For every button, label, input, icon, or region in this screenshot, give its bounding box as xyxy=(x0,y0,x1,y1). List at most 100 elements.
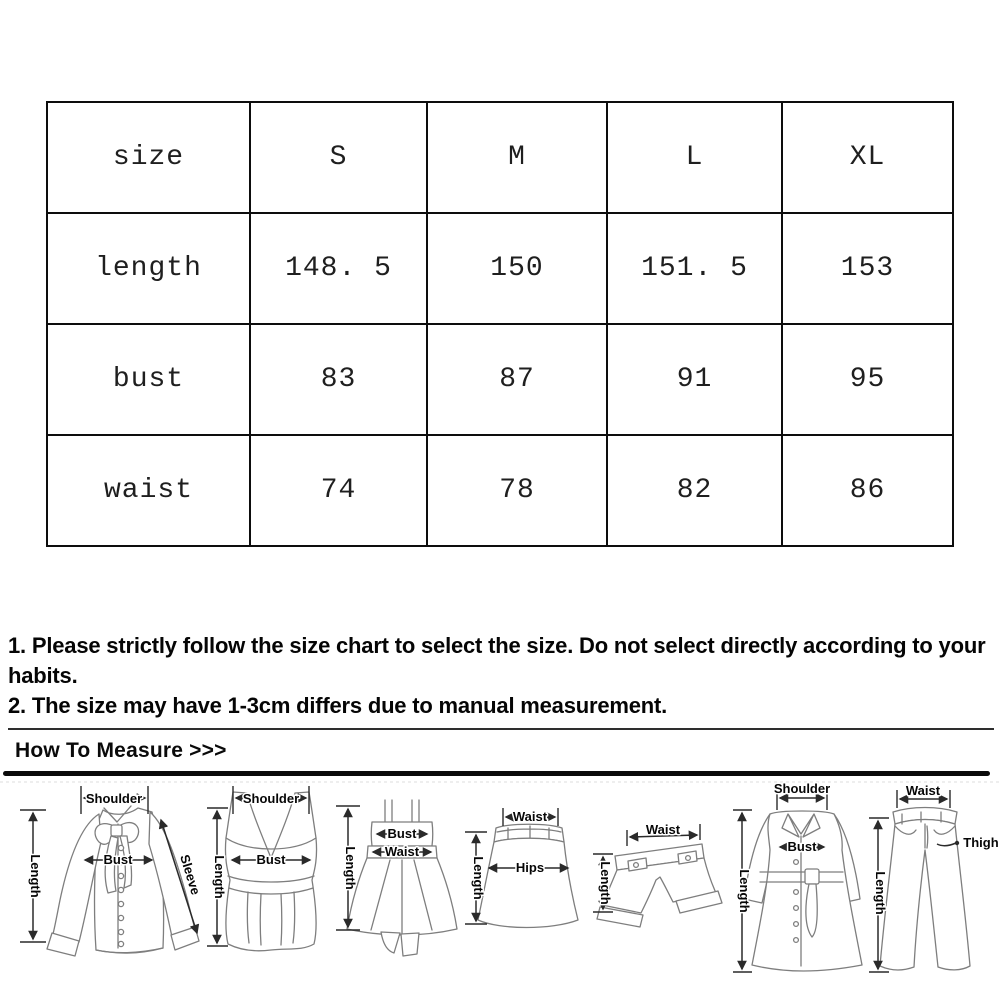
dress-length-ticks xyxy=(336,805,360,931)
table-header-row: size S M L XL xyxy=(46,101,954,214)
skirt-belt-loops xyxy=(496,825,562,841)
skirt-waist-label: Waist xyxy=(513,809,548,824)
note-1: 1. Please strictly follow the size chart… xyxy=(8,633,986,688)
skirt-waist-ticks xyxy=(502,808,559,826)
row-label-bust: bust xyxy=(46,323,251,436)
dress-straps xyxy=(384,799,420,823)
pants-thigh-dot xyxy=(954,840,960,846)
divider-thin-line xyxy=(8,728,994,730)
blouse-length-label: Length xyxy=(28,854,43,897)
blouse-buttons xyxy=(117,844,125,948)
coat-shoulder-ticks xyxy=(776,788,828,810)
skirt-length-label: Length xyxy=(471,856,486,899)
measure-diagrams: Shoulder Length Bust Sleeve Shoulder Len… xyxy=(0,780,1000,973)
tank-shoulder-label: Shoulder xyxy=(243,791,299,806)
row-label-length: length xyxy=(46,212,251,325)
tank-length-ticks xyxy=(207,807,228,947)
coat-length-label: Length xyxy=(737,869,752,912)
shorts-waist-label: Waist xyxy=(646,822,681,837)
pants-waist-ticks xyxy=(896,790,951,808)
coat-belt xyxy=(759,871,844,883)
shorts-right-button xyxy=(684,854,692,862)
coat-belt-knot xyxy=(804,868,820,885)
tank-body xyxy=(224,791,318,952)
shorts-right-cuff xyxy=(675,890,723,914)
blouse-left-sleeve xyxy=(52,813,102,943)
pants-waist-label: Waist xyxy=(906,783,941,798)
coat-lapels xyxy=(781,813,821,838)
dress-petal-left xyxy=(380,931,401,954)
header-cell-xl: XL xyxy=(781,101,954,214)
row-label-waist: waist xyxy=(46,434,251,547)
blouse-length-ticks xyxy=(20,809,46,943)
header-cell-s: S xyxy=(249,101,428,214)
bust-l: 91 xyxy=(606,323,783,436)
header-cell-l: L xyxy=(606,101,783,214)
coat-shoulder-label: Shoulder xyxy=(774,781,830,796)
divider-thick-line xyxy=(3,771,990,776)
coat-bust-label: Bust xyxy=(788,839,818,854)
tank-corset-seams xyxy=(246,891,296,946)
blouse-collar xyxy=(103,805,132,823)
pants-length-label: Length xyxy=(873,871,888,914)
coat-belt-tail xyxy=(805,883,818,938)
table-row-length: length 148. 5 150 151. 5 153 xyxy=(46,212,954,325)
waist-m: 78 xyxy=(426,434,608,547)
coat-length-ticks xyxy=(733,809,752,973)
pants-thigh-pointer xyxy=(936,842,957,847)
blouse-sleeve-arrow xyxy=(158,818,200,935)
header-cell-m: M xyxy=(426,101,608,214)
dress-diagram: Length Bust Waist xyxy=(336,799,458,957)
waist-xl: 86 xyxy=(781,434,954,547)
skirt-hips-label: Hips xyxy=(516,860,544,875)
tank-waistband xyxy=(227,875,315,895)
tank-chest-seam xyxy=(225,837,317,850)
coat-diagram: Shoulder Length Bust xyxy=(733,780,863,973)
tank-length-label: Length xyxy=(212,855,227,898)
skirt-diagram: Waist Length Hips xyxy=(465,808,579,929)
tank-top-diagram: Shoulder Length Bust xyxy=(207,786,318,952)
table-row-bust: bust 83 87 91 95 xyxy=(46,323,954,436)
blouse-left-cuff xyxy=(46,932,80,957)
blouse-hem xyxy=(95,947,164,954)
shorts-diagram: Waist Length xyxy=(593,821,723,928)
bust-s: 83 xyxy=(249,323,428,436)
shorts-left-button xyxy=(632,861,640,869)
tank-shoulder-ticks xyxy=(232,786,310,814)
how-to-measure-title: How To Measure >>> xyxy=(15,739,227,762)
shorts-length-ticks xyxy=(593,853,613,913)
dress-bust-label: Bust xyxy=(388,826,418,841)
pants-diagram: Waist Length Thigh xyxy=(869,782,1000,973)
bust-xl: 95 xyxy=(781,323,954,436)
length-m: 150 xyxy=(426,212,608,325)
bow-knot xyxy=(110,824,123,837)
pants-fly-and-loops xyxy=(901,811,942,849)
bust-m: 87 xyxy=(426,323,608,436)
dress-length-label: Length xyxy=(343,846,358,889)
waist-l: 82 xyxy=(606,434,783,547)
pants-length-ticks xyxy=(869,817,889,973)
waist-s: 74 xyxy=(249,434,428,547)
skirt-length-ticks xyxy=(465,831,487,925)
dress-pleats xyxy=(370,859,433,934)
shorts-waist-arrow xyxy=(628,830,699,842)
tank-bust-label: Bust xyxy=(257,852,287,867)
shorts-waist-ticks xyxy=(626,824,701,846)
note-2: 2. The size may have 1-3cm differs due t… xyxy=(8,693,668,718)
dress-waist-label: Waist xyxy=(385,844,420,859)
blouse-bust-label: Bust xyxy=(104,852,134,867)
table-row-waist: waist 74 78 82 86 xyxy=(46,434,954,547)
blouse-shoulder-ticks xyxy=(80,786,149,814)
skirt-body xyxy=(477,837,579,929)
pants-pockets xyxy=(894,825,956,835)
length-l: 151. 5 xyxy=(606,212,783,325)
header-cell-size: size xyxy=(46,101,251,214)
pants-thigh-label: Thigh xyxy=(963,835,998,850)
size-notes: 1. Please strictly follow the size chart… xyxy=(8,631,994,721)
dress-petal-center xyxy=(400,932,420,957)
length-s: 148. 5 xyxy=(249,212,428,325)
shorts-length-label: Length xyxy=(598,861,613,904)
blouse-shoulder-label: Shoulder xyxy=(86,791,142,806)
length-xl: 153 xyxy=(781,212,954,325)
